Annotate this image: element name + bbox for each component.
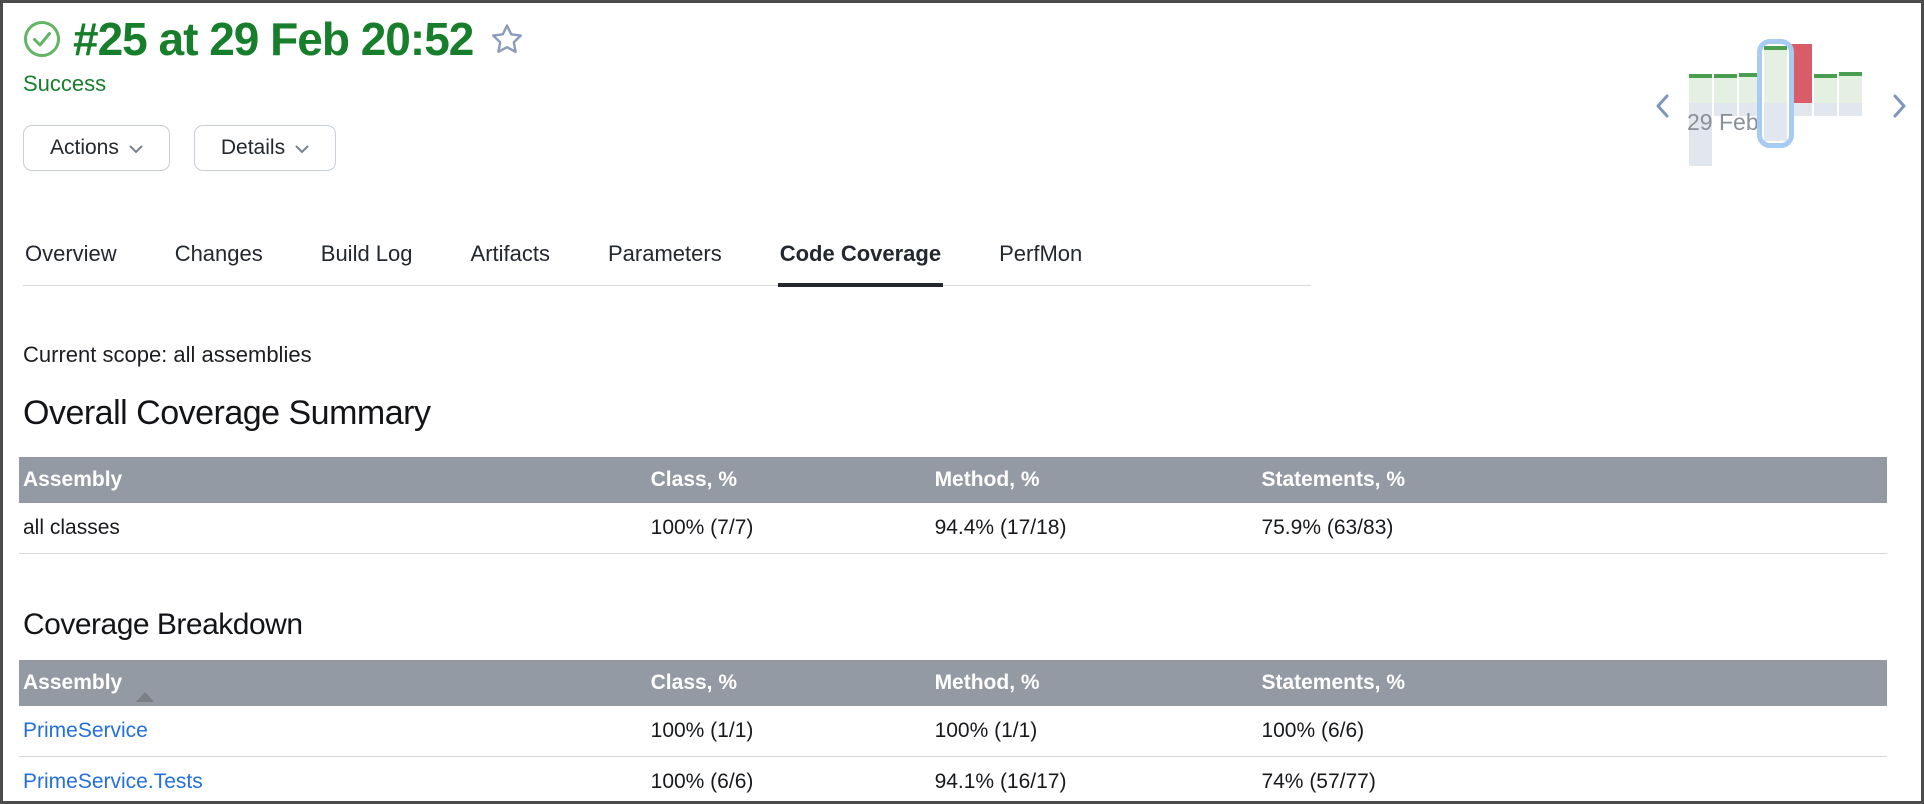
coverage-breakdown-heading: Coverage Breakdown bbox=[23, 608, 303, 642]
chevron-down-icon bbox=[129, 145, 143, 154]
tab-overview[interactable]: Overview bbox=[25, 241, 117, 267]
build-duration-bar bbox=[1689, 103, 1712, 166]
table-header-row: Assembly Class, % Method, % Statements, … bbox=[19, 660, 1887, 707]
build-duration-bar bbox=[1814, 103, 1837, 116]
column-header-statements: Statements, % bbox=[1257, 457, 1887, 504]
coverage-value-cell: 100% (6/6) bbox=[1257, 706, 1887, 758]
assembly-cell: PrimeService.Tests bbox=[19, 756, 647, 801]
toolbar: Actions Details bbox=[19, 125, 1887, 172]
history-date-label: 29 Feb bbox=[1687, 109, 1759, 135]
column-header-class[interactable]: Class, % bbox=[646, 660, 931, 707]
column-header-method: Method, % bbox=[930, 457, 1258, 504]
actions-button-label: Actions bbox=[50, 136, 119, 160]
history-bar-success[interactable] bbox=[1839, 33, 1862, 116]
overall-coverage-summary-table: Assembly Class, % Method, % Statements, … bbox=[19, 457, 1887, 555]
build-duration-bar bbox=[1714, 103, 1737, 116]
sort-ascending-icon bbox=[136, 668, 155, 702]
table-row: PrimeService 100% (1/1) 100% (1/1) 100% (6/… bbox=[19, 706, 1887, 758]
build-title: #25 at 29 Feb 20:52 bbox=[73, 13, 474, 65]
tab-artifacts[interactable]: Artifacts bbox=[470, 241, 550, 267]
table-row: all classes 100% (7/7) 94.4% (17/18) 75.9% … bbox=[19, 503, 1887, 555]
build-duration-bar bbox=[1764, 103, 1787, 141]
failed-build-bar bbox=[1789, 44, 1812, 103]
successful-build-bar bbox=[1689, 74, 1712, 103]
coverage-value-cell: 100% (6/6) bbox=[646, 756, 931, 801]
coverage-value-cell: 94.4% (17/18) bbox=[930, 503, 1258, 555]
overall-coverage-summary-heading: Overall Coverage Summary bbox=[23, 394, 431, 433]
tab-build-log[interactable]: Build Log bbox=[320, 241, 413, 267]
coverage-value-cell: 74% (57/77) bbox=[1257, 756, 1887, 801]
coverage-value-cell: 94.1% (16/17) bbox=[930, 756, 1258, 801]
successful-build-bar bbox=[1739, 73, 1762, 103]
history-bar-success[interactable] bbox=[1739, 33, 1762, 116]
actions-button[interactable]: Actions bbox=[23, 125, 170, 172]
table-row: PrimeService.Tests 100% (6/6) 94.1% (16/17… bbox=[19, 756, 1887, 801]
coverage-value-cell: 100% (1/1) bbox=[646, 706, 931, 758]
tab-parameters[interactable]: Parameters bbox=[607, 241, 722, 267]
column-header-statements[interactable]: Statements, % bbox=[1257, 660, 1887, 707]
details-button[interactable]: Details bbox=[193, 125, 337, 172]
column-header-assembly-label: Assembly bbox=[23, 671, 123, 695]
history-bar-success[interactable] bbox=[1714, 33, 1737, 116]
build-duration-bar bbox=[1789, 103, 1812, 116]
history-bar-success[interactable] bbox=[1814, 33, 1837, 116]
table-header-row: Assembly Class, % Method, % Statements, … bbox=[19, 457, 1887, 504]
assembly-cell: all classes bbox=[19, 503, 647, 555]
tab-code-coverage[interactable]: Code Coverage bbox=[777, 235, 944, 288]
assembly-cell: PrimeService bbox=[19, 706, 647, 758]
details-button-label: Details bbox=[220, 136, 286, 160]
history-prev-icon[interactable] bbox=[1653, 93, 1671, 119]
coverage-breakdown-table: Assembly Class, % Method, % Statements, … bbox=[19, 660, 1887, 801]
history-bar-success-selected[interactable] bbox=[1757, 33, 1794, 148]
success-check-circle-icon bbox=[24, 21, 60, 58]
successful-build-bar bbox=[1764, 46, 1787, 103]
column-header-class: Class, % bbox=[646, 457, 931, 504]
column-header-assembly-sortable[interactable]: Assembly bbox=[19, 660, 647, 707]
build-status: Success bbox=[23, 71, 107, 97]
build-duration-bar bbox=[1739, 103, 1762, 116]
column-header-method[interactable]: Method, % bbox=[930, 660, 1258, 707]
column-header-assembly: Assembly bbox=[19, 457, 647, 504]
build-history-widget: 29 Feb bbox=[1651, 33, 1913, 183]
successful-build-bar bbox=[1714, 74, 1737, 103]
assembly-link[interactable]: PrimeService.Tests bbox=[23, 770, 203, 794]
build-history-bars bbox=[1689, 33, 1862, 166]
coverage-value-cell: 100% (7/7) bbox=[646, 503, 931, 555]
chevron-down-icon bbox=[295, 145, 309, 154]
history-next-icon[interactable] bbox=[1891, 93, 1909, 119]
assembly-link[interactable]: PrimeService bbox=[23, 719, 148, 743]
successful-build-bar bbox=[1839, 72, 1862, 103]
history-bar-success[interactable] bbox=[1689, 33, 1712, 166]
coverage-value-cell: 100% (1/1) bbox=[930, 706, 1258, 758]
build-duration-bar bbox=[1839, 103, 1862, 116]
coverage-scope-text: Current scope: all assemblies bbox=[23, 342, 312, 368]
build-tabs: Overview Changes Build Log Artifacts Paramet… bbox=[23, 235, 1311, 288]
successful-build-bar bbox=[1814, 74, 1837, 103]
tab-changes[interactable]: Changes bbox=[174, 241, 263, 267]
tab-perfmon[interactable]: PerfMon bbox=[999, 241, 1083, 267]
build-header: #25 at 29 Feb 20:52 bbox=[19, 15, 1887, 63]
history-bar-failure[interactable] bbox=[1789, 33, 1812, 116]
coverage-value-cell: 75.9% (63/83) bbox=[1257, 503, 1887, 555]
star-icon[interactable] bbox=[489, 21, 525, 57]
